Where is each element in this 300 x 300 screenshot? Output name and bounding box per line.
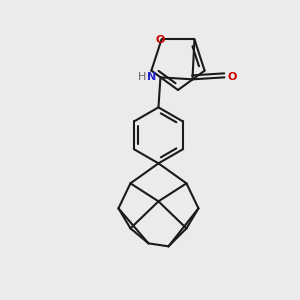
Text: O: O bbox=[228, 72, 237, 82]
Text: N: N bbox=[147, 72, 156, 82]
Text: H: H bbox=[138, 72, 147, 82]
Text: O: O bbox=[156, 35, 165, 45]
